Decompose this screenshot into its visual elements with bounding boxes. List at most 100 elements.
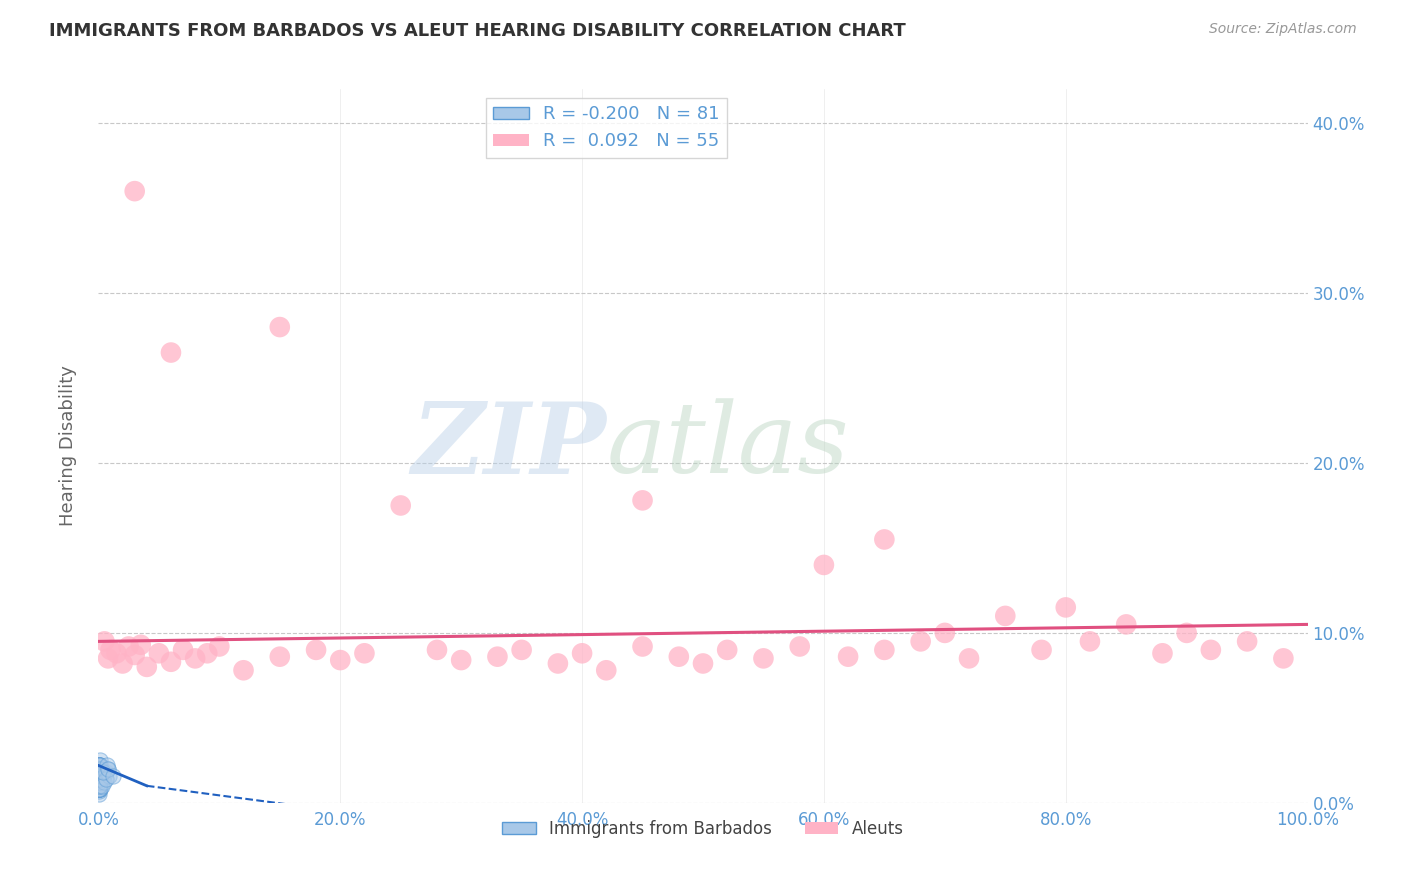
Point — [89, 775, 111, 789]
Legend: Immigrants from Barbados, Aleuts: Immigrants from Barbados, Aleuts — [495, 814, 911, 845]
Point — [89, 762, 111, 776]
Point — [87, 775, 110, 789]
Point — [547, 657, 569, 671]
Point — [89, 769, 111, 783]
Point — [934, 626, 956, 640]
Point — [89, 758, 111, 772]
Point — [353, 646, 375, 660]
Point — [98, 769, 121, 783]
Point — [89, 775, 111, 789]
Point — [89, 775, 111, 789]
Point — [89, 779, 111, 793]
Point — [87, 782, 110, 797]
Point — [89, 772, 111, 786]
Point — [571, 646, 593, 660]
Point — [89, 769, 111, 783]
Point — [97, 762, 120, 776]
Y-axis label: Hearing Disability: Hearing Disability — [59, 366, 77, 526]
Point — [91, 770, 114, 784]
Point — [87, 769, 110, 783]
Text: IMMIGRANTS FROM BARBADOS VS ALEUT HEARING DISABILITY CORRELATION CHART: IMMIGRANTS FROM BARBADOS VS ALEUT HEARIN… — [49, 22, 905, 40]
Point — [89, 765, 111, 780]
Point — [631, 493, 654, 508]
Point — [486, 649, 509, 664]
Point — [89, 772, 111, 786]
Point — [389, 499, 412, 513]
Point — [172, 643, 194, 657]
Point — [89, 772, 111, 786]
Point — [97, 762, 120, 776]
Point — [89, 762, 111, 776]
Point — [87, 779, 110, 793]
Point — [1078, 634, 1101, 648]
Point — [89, 772, 111, 786]
Point — [89, 779, 111, 793]
Point — [1199, 643, 1222, 657]
Point — [148, 646, 170, 660]
Point — [89, 753, 111, 767]
Point — [692, 657, 714, 671]
Point — [1175, 626, 1198, 640]
Point — [89, 765, 111, 780]
Point — [89, 779, 111, 793]
Point — [89, 784, 111, 798]
Point — [89, 765, 111, 780]
Text: atlas: atlas — [606, 399, 849, 493]
Point — [89, 775, 111, 789]
Point — [89, 779, 111, 793]
Point — [1054, 600, 1077, 615]
Point — [89, 758, 111, 772]
Point — [118, 640, 141, 654]
Point — [450, 653, 472, 667]
Point — [184, 651, 207, 665]
Point — [510, 643, 533, 657]
Point — [91, 779, 114, 793]
Point — [87, 758, 110, 772]
Point — [89, 779, 111, 793]
Point — [957, 651, 980, 665]
Point — [631, 640, 654, 654]
Point — [89, 782, 111, 797]
Point — [595, 663, 617, 677]
Point — [426, 643, 449, 657]
Point — [160, 345, 183, 359]
Point — [195, 646, 218, 660]
Point — [111, 657, 134, 671]
Point — [89, 758, 111, 772]
Point — [87, 782, 110, 797]
Point — [89, 762, 111, 776]
Point — [89, 772, 111, 786]
Point — [89, 769, 111, 783]
Point — [87, 769, 110, 783]
Point — [129, 638, 152, 652]
Point — [716, 643, 738, 657]
Point — [1152, 646, 1174, 660]
Point — [89, 762, 111, 776]
Point — [101, 769, 124, 783]
Point — [89, 782, 111, 797]
Point — [105, 646, 128, 660]
Point — [135, 660, 157, 674]
Point — [89, 775, 111, 789]
Point — [89, 779, 111, 793]
Point — [1031, 643, 1053, 657]
Point — [89, 782, 111, 797]
Point — [789, 640, 811, 654]
Point — [94, 765, 117, 780]
Point — [94, 772, 117, 786]
Point — [89, 765, 111, 780]
Point — [89, 779, 111, 793]
Point — [89, 775, 111, 789]
Point — [89, 758, 111, 772]
Point — [752, 651, 775, 665]
Point — [873, 643, 896, 657]
Point — [89, 772, 111, 786]
Point — [1236, 634, 1258, 648]
Point — [91, 765, 114, 780]
Point — [89, 769, 111, 783]
Point — [89, 765, 111, 780]
Point — [93, 775, 115, 789]
Point — [87, 779, 110, 793]
Point — [89, 769, 111, 783]
Point — [668, 649, 690, 664]
